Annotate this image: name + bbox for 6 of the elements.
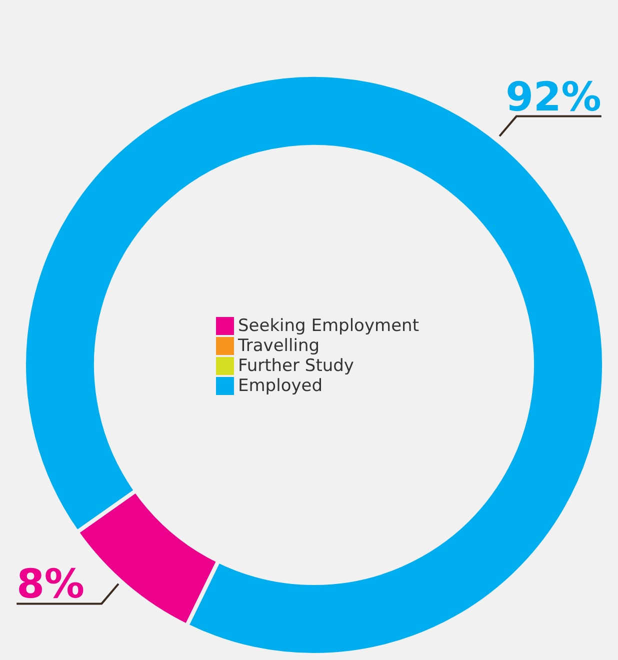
legend-label: Further Study <box>238 356 354 376</box>
legend-label: Employed <box>238 376 323 396</box>
legend-label: Travelling <box>238 336 320 356</box>
data-label: 8% <box>16 562 85 608</box>
data-label: 92% <box>506 74 602 120</box>
legend-label: Seeking Employment <box>238 316 419 336</box>
